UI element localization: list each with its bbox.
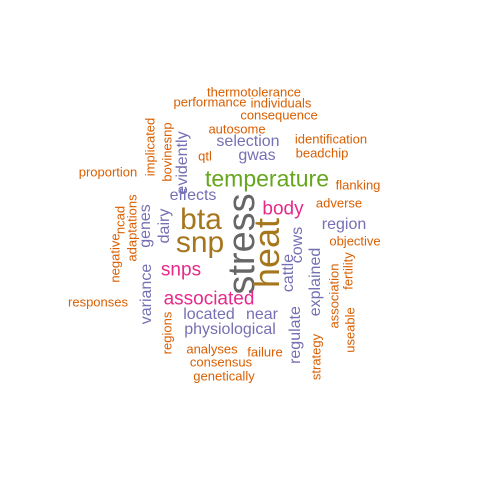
word-association: association (326, 263, 342, 329)
word-snps: snps (160, 259, 202, 281)
word-consensus: consensus (189, 354, 253, 370)
word-beadchip: beadchip (295, 145, 349, 161)
word-objective: objective (329, 233, 381, 249)
word-performance: performance (173, 94, 247, 110)
word-failure: failure (247, 344, 283, 360)
word-effects: effects (169, 187, 217, 204)
word-fertility: fertility (340, 252, 356, 290)
word-physiological: physiological (184, 321, 276, 338)
word-bta: bta (180, 203, 222, 236)
word-associated: associated (163, 288, 255, 310)
word-useable: useable (342, 307, 358, 353)
word-explained: explained (307, 247, 324, 317)
word-variance: variance (138, 263, 155, 325)
word-snp: snp (175, 226, 225, 259)
word-bovinesnp: bovinesnp (159, 122, 175, 182)
word-near: near (245, 306, 279, 323)
word-region: region (321, 216, 367, 233)
word-evidently: evidently (174, 131, 191, 195)
word-adverse: adverse (315, 195, 363, 211)
word-responses: responses (68, 294, 128, 310)
word-negative: negative (107, 233, 123, 283)
word-adaptations: adaptations (124, 194, 140, 262)
word-autosome: autosome (208, 121, 266, 137)
word-located: located (183, 306, 235, 323)
word-implicated: implicated (142, 117, 158, 177)
word-dairy: dairy (156, 208, 173, 244)
word-genes: genes (137, 204, 154, 248)
word-temperature: temperature (204, 165, 330, 192)
word-flanking: flanking (335, 177, 381, 193)
word-thermotolerance: thermotolerance (207, 84, 301, 100)
word-qtl: qtl (198, 148, 212, 164)
word-gwas: gwas (238, 147, 276, 164)
word-body: body (262, 198, 304, 220)
word-identification: identification (294, 131, 368, 147)
word-selection: selection (216, 133, 280, 150)
word-individuals: individuals (250, 95, 312, 111)
word-regions: regions (159, 311, 175, 355)
word-genetically: genetically (193, 368, 255, 384)
word-consequence: consequence (240, 107, 318, 123)
word-analyses: analyses (186, 341, 238, 357)
word-strategy: strategy (308, 333, 324, 381)
word-proportion: proportion (78, 164, 138, 180)
word-cattle: cattle (280, 253, 297, 293)
word-regulate: regulate (287, 306, 304, 364)
